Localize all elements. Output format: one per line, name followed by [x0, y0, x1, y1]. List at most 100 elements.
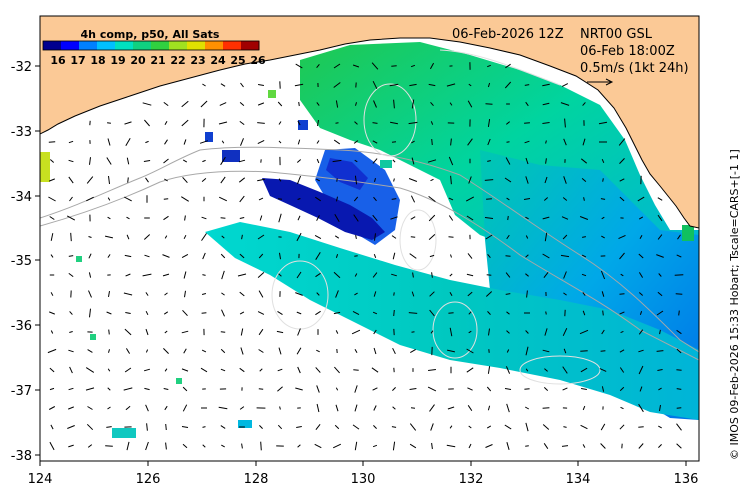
- current-vector: [391, 141, 397, 143]
- current-vector: [49, 159, 55, 163]
- current-vector: [124, 196, 132, 202]
- current-vector: [560, 102, 570, 106]
- current-vector: [392, 387, 396, 391]
- current-vector: [239, 120, 245, 126]
- current-vector: [334, 235, 340, 239]
- colorbar-swatch: [61, 41, 80, 50]
- current-vector: [618, 138, 626, 146]
- current-vector: [181, 330, 189, 334]
- colorbar-label: 22: [170, 54, 185, 67]
- current-vector: [126, 157, 130, 165]
- ssh-eddy: [519, 355, 601, 385]
- current-vector: [316, 215, 320, 221]
- current-vector: [48, 196, 56, 202]
- current-vector: [430, 423, 434, 431]
- current-vector: [431, 272, 433, 278]
- current-vector: [352, 424, 360, 430]
- current-vector: [428, 214, 436, 222]
- current-vector: [89, 157, 91, 165]
- current-vector: [258, 253, 264, 259]
- current-vector: [106, 426, 112, 428]
- bathymetry-contours: [40, 146, 699, 361]
- current-vector: [449, 102, 453, 106]
- x-tick-label: 136: [674, 472, 699, 487]
- current-vector: [411, 291, 415, 297]
- current-vector: [182, 176, 188, 184]
- colorbar-swatch: [43, 41, 62, 50]
- current-vector: [315, 310, 321, 316]
- current-vector: [448, 312, 454, 314]
- current-vector: [164, 235, 168, 239]
- current-vector: [316, 385, 320, 393]
- current-vector: [219, 102, 227, 106]
- colorbar-frame: [42, 40, 260, 51]
- current-vector: [334, 424, 340, 430]
- current-vector: [107, 216, 111, 220]
- current-vector: [446, 83, 456, 87]
- current-vector: [389, 121, 399, 125]
- current-vector: [296, 347, 302, 355]
- colorbar-label: 25: [230, 54, 245, 67]
- current-vector: [241, 234, 243, 240]
- current-vector: [581, 273, 587, 277]
- current-vector: [125, 138, 131, 146]
- current-vector: [411, 99, 415, 109]
- contour-shelf-break: [40, 146, 699, 353]
- current-vector: [449, 327, 453, 337]
- current-vector: [450, 175, 452, 185]
- current-vector: [484, 217, 494, 219]
- current-vector: [579, 216, 589, 220]
- current-vector: [487, 160, 491, 162]
- current-vector: [373, 425, 377, 429]
- current-vector: [544, 232, 548, 242]
- current-vector: [487, 311, 491, 315]
- current-vector: [181, 100, 189, 108]
- current-vector: [200, 100, 208, 108]
- current-vector: [525, 216, 529, 220]
- current-vector: [393, 309, 395, 317]
- current-vector: [678, 310, 680, 316]
- current-vector: [181, 253, 189, 259]
- current-vector: [316, 140, 320, 144]
- current-vector: [315, 423, 321, 431]
- colorbar-label: 19: [110, 54, 125, 67]
- current-vector: [468, 425, 472, 429]
- current-vector: [50, 424, 54, 430]
- current-vector: [430, 101, 434, 107]
- current-vector: [485, 234, 493, 240]
- current-vector: [639, 234, 643, 240]
- current-vector: [487, 119, 491, 127]
- current-vector: [278, 140, 282, 144]
- current-vector: [619, 252, 625, 260]
- current-vector: [411, 157, 415, 165]
- current-vector: [277, 101, 283, 107]
- colorbar-label: 16: [50, 54, 66, 67]
- x-tick-label: 128: [244, 472, 269, 487]
- current-vector: [563, 138, 567, 146]
- current-vector: [354, 404, 358, 412]
- current-vector: [485, 444, 493, 448]
- current-vector: [145, 441, 149, 451]
- current-vector: [199, 140, 209, 144]
- current-vector: [218, 406, 228, 410]
- current-vector: [315, 252, 321, 260]
- current-vector: [238, 159, 246, 163]
- current-vector: [676, 329, 682, 335]
- current-vector: [296, 311, 302, 315]
- current-vector: [183, 271, 187, 279]
- current-vector: [315, 272, 321, 278]
- current-vector: [638, 272, 644, 278]
- current-vector: [374, 177, 376, 183]
- current-vector: [639, 311, 643, 315]
- current-vector: [257, 139, 265, 145]
- current-vector: [600, 443, 606, 449]
- ssh-eddy: [432, 301, 478, 359]
- current-vector: [297, 198, 301, 200]
- current-vector: [258, 290, 264, 298]
- current-vector: [48, 406, 56, 410]
- current-vector: [601, 235, 605, 239]
- current-vector: [50, 330, 54, 334]
- sst-patch-south: [205, 222, 699, 420]
- current-vector: [467, 387, 473, 391]
- current-vector: [50, 292, 54, 296]
